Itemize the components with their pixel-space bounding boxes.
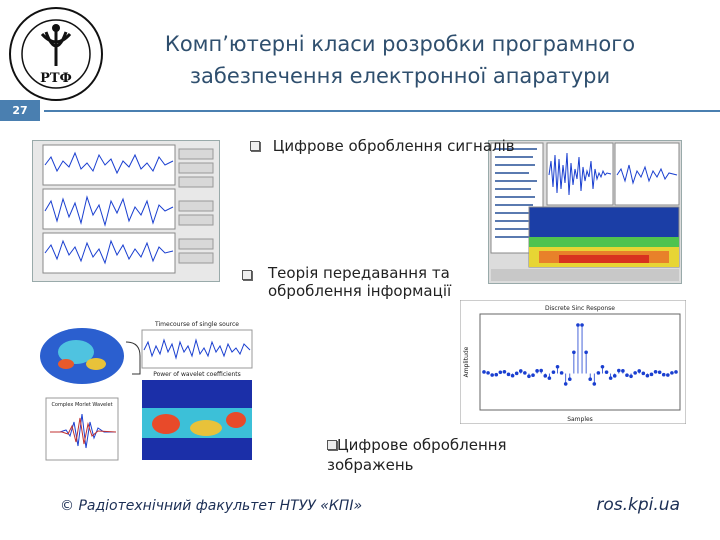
- sinc-point: [498, 370, 503, 375]
- sinc-point: [661, 372, 666, 377]
- sinc-point: [641, 371, 646, 376]
- sinc-point: [674, 370, 678, 374]
- sinc-point: [657, 370, 662, 375]
- timecourse-title: Timecourse of single source: [154, 321, 239, 328]
- bullet-text-line-1: Цифрове оброблення: [337, 436, 507, 454]
- sinc-point: [637, 369, 642, 373]
- sinc-point: [494, 372, 499, 377]
- sinc-point: [559, 371, 564, 375]
- wavelet-figure: Complex Morlet Wavelet Timecourse of sin…: [36, 312, 266, 472]
- sinc-point: [567, 377, 572, 382]
- sinc-point: [596, 371, 601, 375]
- bullet-text-line-2: оброблення інформації: [268, 282, 452, 300]
- bullet-marker: [242, 270, 252, 280]
- bullet-text: Цифрове оброблення сигналів: [272, 137, 515, 155]
- slide-number: 27: [0, 100, 40, 121]
- sinc-point: [588, 377, 593, 382]
- bullet-information-theory: Теорія передавання та оброблення інформа…: [242, 264, 462, 300]
- sinc-point: [645, 373, 650, 378]
- sinc-ylabel: Amplitude: [463, 346, 470, 377]
- sinc-point: [653, 369, 658, 374]
- sinc-point: [547, 376, 552, 380]
- sinc-point: [486, 371, 490, 375]
- morlet-title: Complex Morlet Wavelet: [51, 402, 112, 408]
- sinc-point: [551, 370, 556, 374]
- sinc-title: Discrete Sinc Response: [545, 305, 615, 312]
- sinc-point: [518, 369, 523, 373]
- sinc-point: [633, 371, 637, 375]
- audio-analysis-screenshot: [488, 140, 682, 284]
- header-divider: [44, 110, 720, 112]
- sinc-chart: Discrete Sinc Response Samples Amplitude: [459, 299, 687, 425]
- title-line-2: забезпечення електронної апаратури: [189, 64, 611, 88]
- sinc-point: [666, 373, 670, 377]
- sinc-point: [535, 369, 539, 373]
- sinc-point: [670, 371, 674, 375]
- sinc-point: [604, 370, 609, 374]
- sinc-point: [576, 323, 580, 327]
- sinc-xlabel: Samples: [567, 416, 593, 423]
- sinc-point: [580, 323, 584, 327]
- footer-website-link[interactable]: ros.kpi.ua: [596, 495, 680, 515]
- bullet-text-line-2: зображень: [327, 456, 414, 474]
- bullet-text-line-1: Теорія передавання та: [268, 264, 450, 282]
- bullet-marker: [327, 440, 337, 450]
- wavelet-title: Power of wavelet coefficients: [153, 371, 241, 378]
- bullet-signal-processing: Цифрове оброблення сигналів: [250, 137, 515, 155]
- bullet-marker: [250, 141, 260, 151]
- sinc-point: [563, 382, 568, 386]
- sinc-point: [584, 350, 588, 355]
- university-logo: РТФ: [6, 4, 106, 104]
- sinc-point: [617, 368, 621, 373]
- sinc-point: [510, 373, 515, 378]
- sinc-point: [572, 350, 576, 355]
- sinc-point: [629, 374, 633, 379]
- sinc-point: [625, 373, 629, 378]
- page-title: Комп’ютерні класи розробки програмного з…: [120, 28, 680, 92]
- sinc-point: [612, 374, 617, 378]
- sinc-point: [543, 374, 548, 378]
- signal-app-screenshot: [32, 140, 220, 282]
- sinc-point: [482, 370, 486, 374]
- logo-letters: РТФ: [40, 71, 72, 86]
- sinc-point: [523, 371, 527, 375]
- footer-copyright: © Радіотехнічний факультет НТУУ «КПІ»: [60, 498, 363, 514]
- sinc-point: [600, 364, 605, 369]
- sinc-point: [514, 371, 519, 376]
- sinc-point: [502, 369, 507, 374]
- sinc-point: [621, 369, 625, 373]
- sinc-point: [539, 368, 543, 373]
- sinc-point: [592, 382, 597, 386]
- title-line-1: Комп’ютерні класи розробки програмного: [164, 32, 636, 56]
- sinc-point: [490, 373, 494, 377]
- sinc-point: [506, 372, 511, 377]
- sinc-point: [608, 376, 613, 380]
- sinc-point: [531, 373, 535, 378]
- bullet-image-processing: Цифрове оброблення зображень: [327, 436, 547, 474]
- sinc-point: [649, 372, 654, 377]
- sinc-point: [555, 364, 560, 369]
- sinc-point: [527, 374, 531, 379]
